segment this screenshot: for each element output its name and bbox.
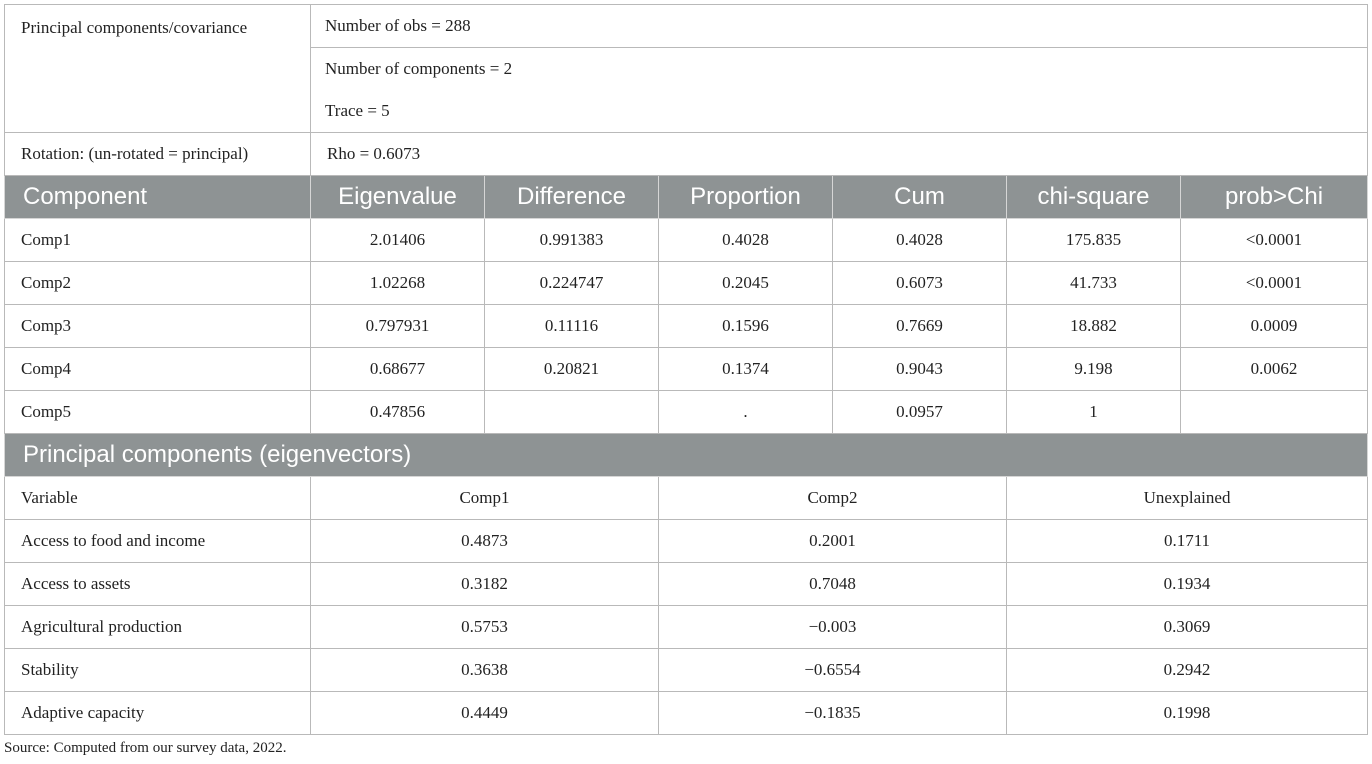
table-row: Access to assets 0.3182 0.7048 0.1934: [4, 562, 1369, 606]
eigen-header-component: Component: [4, 175, 311, 219]
comp1-loading: 0.5753: [310, 605, 659, 649]
chi-square-cell: 1: [1006, 390, 1181, 434]
unexplained-value: 0.1998: [1005, 691, 1369, 735]
component-name: Comp3: [4, 304, 311, 348]
table-row: Agricultural production 0.5753 −0.003 0.…: [4, 605, 1369, 649]
rho-cell: Rho = 0.6073: [309, 132, 1369, 176]
variable-name: Adaptive capacity: [4, 691, 311, 735]
difference-cell: 0.224747: [484, 261, 659, 305]
comp1-loading: 0.4873: [310, 519, 659, 563]
obs-text: Number of obs = 288: [311, 5, 1368, 48]
eigen-header-cum: Cum: [832, 175, 1007, 219]
comp2-loading: −0.003: [658, 605, 1007, 649]
eigenvectors-title-row: Principal components (eigenvectors): [3, 433, 1369, 477]
comp1-loading: 0.3182: [310, 562, 659, 606]
info-row-top: Principal components/covariance Number o…: [4, 4, 1369, 133]
trace-text: Trace = 5: [325, 101, 390, 120]
variable-name: Access to assets: [4, 562, 311, 606]
proportion-cell: .: [658, 390, 833, 434]
unexplained-value: 0.1711: [1005, 519, 1369, 563]
variable-name: Stability: [4, 648, 311, 692]
table-row: Comp1 2.01406 0.991383 0.4028 0.4028 175…: [4, 218, 1369, 262]
eigen-header-difference: Difference: [484, 175, 659, 219]
chi-square-cell: 9.198: [1006, 347, 1181, 391]
table-row: Comp5 0.47856 . 0.0957 1: [4, 390, 1369, 434]
method-cell: Principal components/covariance: [4, 4, 311, 133]
prob-cell: 0.0062: [1179, 347, 1369, 391]
comp2-loading: 0.2001: [658, 519, 1007, 563]
proportion-cell: 0.2045: [658, 261, 833, 305]
component-name: Comp1: [4, 218, 311, 262]
comp1-loading: 0.3638: [310, 648, 659, 692]
table-row: Adaptive capacity 0.4449 −0.1835 0.1998: [4, 691, 1369, 735]
cum-cell: 0.7669: [832, 304, 1007, 348]
cum-cell: 0.0957: [832, 390, 1007, 434]
component-name: Comp4: [4, 347, 311, 391]
comp1-loading: 0.4449: [310, 691, 659, 735]
pca-results-table: Principal components/covariance Number o…: [3, 4, 1369, 735]
table-row: Comp4 0.68677 0.20821 0.1374 0.9043 9.19…: [4, 347, 1369, 391]
prob-cell: <0.0001: [1179, 218, 1369, 262]
cum-cell: 0.4028: [832, 218, 1007, 262]
eigenvectors-header-row: Variable Comp1 Comp2 Unexplained: [4, 476, 1369, 520]
eigenvectors-title: Principal components (eigenvectors): [3, 433, 1369, 477]
unexplained-value: 0.1934: [1005, 562, 1369, 606]
difference-cell: 0.11116: [484, 304, 659, 348]
info-stack: Number of obs = 288 Number of components…: [309, 4, 1369, 133]
eigenvalue-cell: 0.797931: [310, 304, 485, 348]
prob-cell: 0.0009: [1179, 304, 1369, 348]
eigen-header-prob: prob>Chi: [1179, 175, 1369, 219]
prob-cell: <0.0001: [1179, 261, 1369, 305]
component-name: Comp2: [4, 261, 311, 305]
component-name: Comp5: [4, 390, 311, 434]
eigenvalue-cell: 0.68677: [310, 347, 485, 391]
difference-cell: 0.20821: [484, 347, 659, 391]
table-row: Comp2 1.02268 0.224747 0.2045 0.6073 41.…: [4, 261, 1369, 305]
chi-square-cell: 18.882: [1006, 304, 1181, 348]
source-note: Source: Computed from our survey data, 2…: [4, 740, 287, 756]
rotation-row: Rotation: (un-rotated = principal) Rho =…: [4, 132, 1369, 176]
difference-cell: 0.991383: [484, 218, 659, 262]
eigen-header-row: Component Eigenvalue Difference Proporti…: [4, 175, 1369, 219]
chi-square-cell: 41.733: [1006, 261, 1181, 305]
comp2-loading: 0.7048: [658, 562, 1007, 606]
unexplained-value: 0.2942: [1005, 648, 1369, 692]
eigenvalue-cell: 2.01406: [310, 218, 485, 262]
variable-name: Agricultural production: [4, 605, 311, 649]
proportion-cell: 0.4028: [658, 218, 833, 262]
chi-square-cell: 175.835: [1006, 218, 1181, 262]
table-row: Access to food and income 0.4873 0.2001 …: [4, 519, 1369, 563]
comp2-loading: −0.6554: [658, 648, 1007, 692]
rotation-cell: Rotation: (un-rotated = principal): [4, 132, 311, 176]
components-text: Number of components = 2: [325, 59, 513, 78]
vectors-header-unexplained: Unexplained: [1005, 476, 1369, 520]
proportion-cell: 0.1374: [658, 347, 833, 391]
eigen-header-eigenvalue: Eigenvalue: [310, 175, 485, 219]
prob-cell: [1179, 390, 1369, 434]
eigenvalue-cell: 0.47856: [310, 390, 485, 434]
vectors-header-comp1: Comp1: [310, 476, 659, 520]
eigenvalue-cell: 1.02268: [310, 261, 485, 305]
unexplained-value: 0.3069: [1005, 605, 1369, 649]
cum-cell: 0.9043: [832, 347, 1007, 391]
difference-cell: [484, 390, 659, 434]
eigen-header-chi-square: chi-square: [1006, 175, 1181, 219]
eigen-header-proportion: Proportion: [658, 175, 833, 219]
table-row: Stability 0.3638 −0.6554 0.2942: [4, 648, 1369, 692]
variable-name: Access to food and income: [4, 519, 311, 563]
vectors-header-comp2: Comp2: [658, 476, 1007, 520]
comp2-loading: −0.1835: [658, 691, 1007, 735]
vectors-header-variable: Variable: [4, 476, 311, 520]
proportion-cell: 0.1596: [658, 304, 833, 348]
cum-cell: 0.6073: [832, 261, 1007, 305]
table-row: Comp3 0.797931 0.11116 0.1596 0.7669 18.…: [4, 304, 1369, 348]
